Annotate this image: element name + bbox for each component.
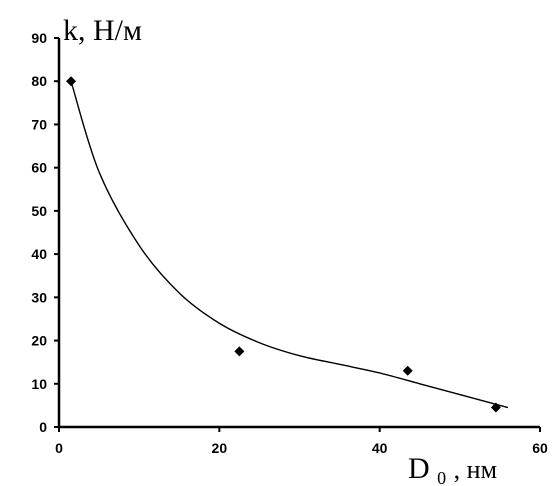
data-point-marker: [490, 402, 501, 413]
y-tick-label: 40: [31, 246, 47, 262]
axes: [57, 38, 540, 429]
y-tick-label: 20: [31, 333, 47, 349]
y-tick-label: 50: [31, 203, 47, 219]
y-ticks: 0 10 20 30 40 50 60 70 80 90: [31, 30, 59, 435]
y-axis-title: k, Н/м: [63, 14, 142, 47]
trendline: [70, 81, 509, 409]
y-tick-label: 90: [31, 30, 47, 46]
y-tick-label: 70: [31, 116, 47, 132]
x-tick-label: 40: [372, 440, 388, 456]
data-point-marker: [402, 365, 413, 376]
x-tick-label: 60: [532, 440, 548, 456]
data-point-marker: [66, 76, 77, 87]
data-point-marker: [234, 346, 245, 357]
y-tick-label: 30: [31, 289, 47, 305]
y-tick-label: 10: [31, 376, 47, 392]
y-tick-label: 80: [31, 73, 47, 89]
x-tick-label: 0: [55, 440, 63, 456]
x-tick-label: 20: [212, 440, 228, 456]
x-axis-title-main: D: [408, 452, 430, 485]
x-ticks: 0 20 40 60: [55, 427, 548, 456]
y-tick-label: 0: [39, 419, 47, 435]
x-axis-title-sub: 0: [437, 468, 446, 486]
y-tick-label: 60: [31, 160, 47, 176]
x-axis-title-rest: , нм: [454, 455, 497, 484]
data-points: [66, 76, 501, 413]
x-axis-title: D 0 , нм: [408, 452, 497, 486]
